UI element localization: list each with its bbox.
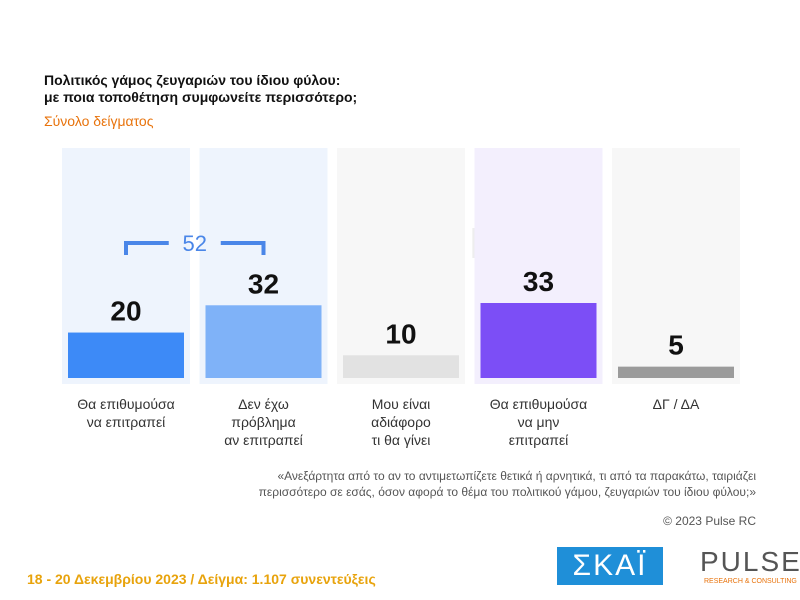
x-tick-label: Μου είναι αδιάφορο τι θα γίνει — [371, 396, 431, 448]
copyright: © 2023 Pulse RC — [663, 514, 756, 528]
skai-logo: ΣΚΑΪ — [557, 547, 663, 585]
value-label: 32 — [248, 268, 279, 299]
question-note: «Ανεξάρτητα από το αν το αντιμετωπίζετε … — [258, 469, 756, 499]
value-label: 5 — [668, 330, 684, 361]
chart-title: Πολιτικός γάμος ζευγαριών του ίδιου φύλο… — [44, 72, 358, 105]
bar — [343, 355, 459, 378]
panel — [337, 148, 465, 384]
value-label: 20 — [110, 296, 141, 327]
bar — [618, 366, 734, 378]
x-tick-label: ΔΓ / ΔΑ — [652, 396, 700, 412]
panel — [612, 148, 740, 384]
footer: 18 - 20 Δεκεμβρίου 2023 / Δείγμα: 1.107 … — [27, 571, 376, 587]
x-tick-label: Θα επιθυμούσα να επιτραπεί — [77, 396, 175, 430]
value-label: 33 — [523, 266, 554, 297]
bracket — [124, 241, 266, 255]
value-label: 10 — [385, 318, 416, 349]
bar — [68, 332, 184, 378]
chart-subtitle: Σύνολο δείγματος — [44, 113, 154, 129]
x-tick-label: Δεν έχω πρόβλημα αν επιτραπεί — [224, 396, 303, 448]
pulse-logo-sub: RESEARCH & CONSULTING — [704, 578, 797, 585]
x-tick-label: Θα επιθυμούσα να μην επιτραπεί — [489, 396, 588, 448]
bar — [480, 303, 597, 378]
bracket-label: 52 — [183, 231, 207, 256]
bar — [205, 305, 322, 378]
pulse-logo: PULSE — [700, 546, 800, 577]
